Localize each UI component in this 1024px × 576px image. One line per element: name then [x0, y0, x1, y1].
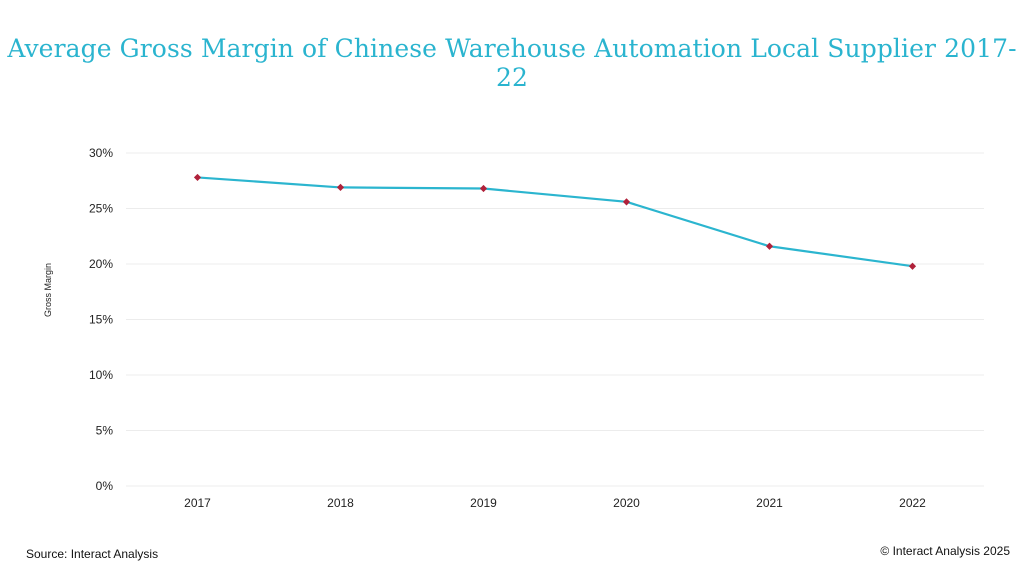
data-point[interactable] — [193, 173, 202, 182]
y-tick-label: 25% — [89, 202, 113, 216]
series-layer — [193, 173, 917, 270]
series-line — [197, 176, 913, 268]
y-tick-label: 15% — [89, 313, 113, 327]
data-point[interactable] — [479, 184, 488, 193]
y-tick-label: 30% — [89, 146, 113, 160]
y-tick-label: 0% — [96, 479, 114, 493]
data-point[interactable] — [622, 198, 631, 206]
x-tick-label: 2020 — [613, 496, 640, 510]
x-tick-label: 2019 — [470, 496, 497, 510]
x-axis-ticks: 2017 2018 2019 2020 2021 2022 — [184, 496, 926, 510]
x-tick-label: 2018 — [327, 496, 354, 510]
y-tick-label: 5% — [96, 424, 114, 438]
y-axis-ticks: 0% 5% 10% 15% 20% 25% 30% — [89, 146, 113, 493]
y-axis-label: Gross Margin — [43, 263, 53, 317]
x-tick-label: 2022 — [899, 496, 926, 510]
chart-title: Average Gross Margin of Chinese Warehous… — [7, 34, 1017, 92]
grid-lines — [126, 152, 984, 487]
data-point[interactable] — [765, 242, 774, 250]
x-tick-label: 2021 — [756, 496, 783, 510]
source-note: Source: Interact Analysis — [26, 547, 159, 561]
y-tick-label: 20% — [89, 257, 113, 271]
copyright-note: © Interact Analysis 2025 — [880, 544, 1010, 558]
x-tick-label: 2017 — [184, 496, 211, 510]
data-point[interactable] — [908, 262, 917, 270]
y-tick-label: 10% — [89, 368, 113, 382]
data-point[interactable] — [336, 183, 345, 192]
